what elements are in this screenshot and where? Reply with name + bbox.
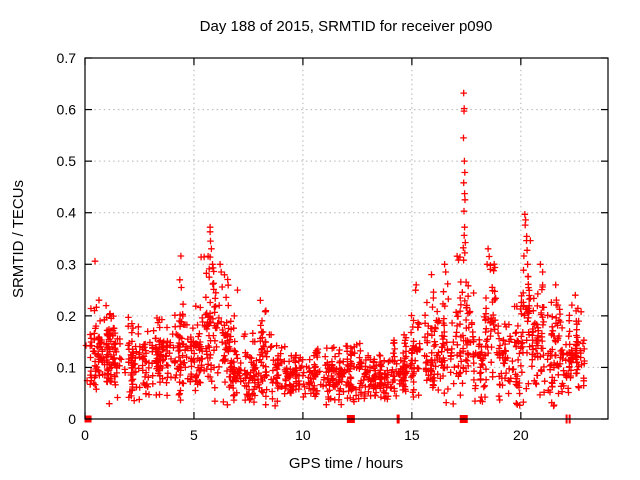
- scatter-points: [82, 89, 588, 410]
- y-tick-label: 0.4: [57, 205, 77, 221]
- axis-ticks: [84, 57, 608, 420]
- y-tick-label: 0.3: [57, 256, 77, 272]
- x-tick-label: 5: [190, 427, 198, 443]
- plot-border: [84, 57, 609, 420]
- y-tick-label: 0.5: [57, 153, 77, 169]
- y-tick-label: 0.1: [57, 359, 77, 375]
- x-tick-label: 20: [513, 427, 529, 443]
- y-tick-label: 0: [68, 411, 76, 427]
- y-tick-label: 0.6: [57, 102, 77, 118]
- x-tick-label: 10: [295, 427, 311, 443]
- x-axis-label: GPS time / hours: [289, 455, 403, 472]
- plot-frame: [84, 57, 609, 420]
- y-axis-label: SRMTID / TECUs: [10, 180, 27, 298]
- x-tick-label: 15: [404, 427, 420, 443]
- chart-title: Day 188 of 2015, SRMTID for receiver p09…: [200, 18, 493, 35]
- tick-labels: 0 5 10 15 20 0 0.1 0.2 0.3 0.4 0.5 0.6 0.7: [57, 50, 529, 443]
- x-tick-label: 0: [81, 427, 89, 443]
- y-tick-label: 0.7: [57, 50, 77, 66]
- y-tick-label: 0.2: [57, 308, 77, 324]
- gridlines: [85, 58, 608, 419]
- scatter-plus-markers: [82, 89, 588, 410]
